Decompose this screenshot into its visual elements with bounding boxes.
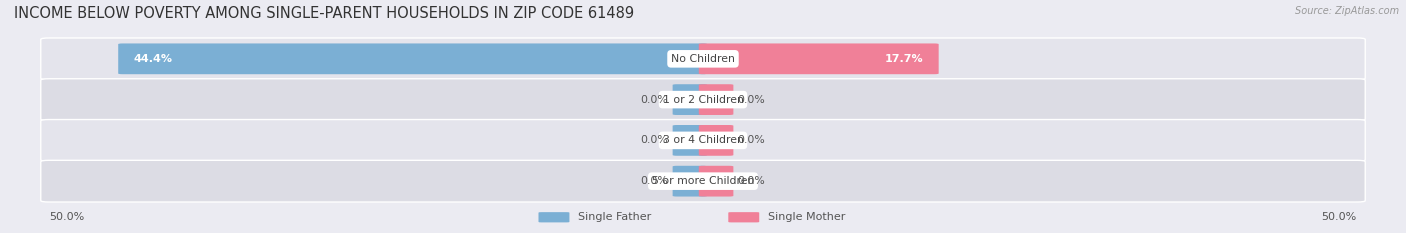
FancyBboxPatch shape — [728, 212, 759, 222]
FancyBboxPatch shape — [672, 125, 707, 156]
Text: 5 or more Children: 5 or more Children — [652, 176, 754, 186]
Text: Single Father: Single Father — [578, 212, 651, 222]
FancyBboxPatch shape — [41, 38, 1365, 80]
Text: 0.0%: 0.0% — [641, 95, 668, 105]
FancyBboxPatch shape — [699, 44, 939, 74]
FancyBboxPatch shape — [699, 84, 734, 115]
FancyBboxPatch shape — [41, 160, 1365, 202]
Text: Source: ZipAtlas.com: Source: ZipAtlas.com — [1295, 6, 1399, 16]
Text: 1 or 2 Children: 1 or 2 Children — [662, 95, 744, 105]
Text: INCOME BELOW POVERTY AMONG SINGLE-PARENT HOUSEHOLDS IN ZIP CODE 61489: INCOME BELOW POVERTY AMONG SINGLE-PARENT… — [14, 6, 634, 21]
FancyBboxPatch shape — [672, 166, 707, 196]
FancyBboxPatch shape — [699, 166, 734, 196]
Text: 50.0%: 50.0% — [49, 212, 84, 222]
Text: 0.0%: 0.0% — [641, 135, 668, 145]
Text: 0.0%: 0.0% — [641, 176, 668, 186]
Text: 17.7%: 17.7% — [884, 54, 924, 64]
Text: 0.0%: 0.0% — [738, 135, 765, 145]
Text: Single Mother: Single Mother — [768, 212, 845, 222]
FancyBboxPatch shape — [538, 212, 569, 222]
Text: 3 or 4 Children: 3 or 4 Children — [662, 135, 744, 145]
FancyBboxPatch shape — [672, 84, 707, 115]
Text: 0.0%: 0.0% — [738, 176, 765, 186]
Text: No Children: No Children — [671, 54, 735, 64]
Text: 44.4%: 44.4% — [134, 54, 173, 64]
FancyBboxPatch shape — [41, 79, 1365, 120]
FancyBboxPatch shape — [699, 125, 734, 156]
FancyBboxPatch shape — [41, 120, 1365, 161]
Text: 50.0%: 50.0% — [1322, 212, 1357, 222]
Text: 0.0%: 0.0% — [738, 95, 765, 105]
FancyBboxPatch shape — [118, 44, 707, 74]
